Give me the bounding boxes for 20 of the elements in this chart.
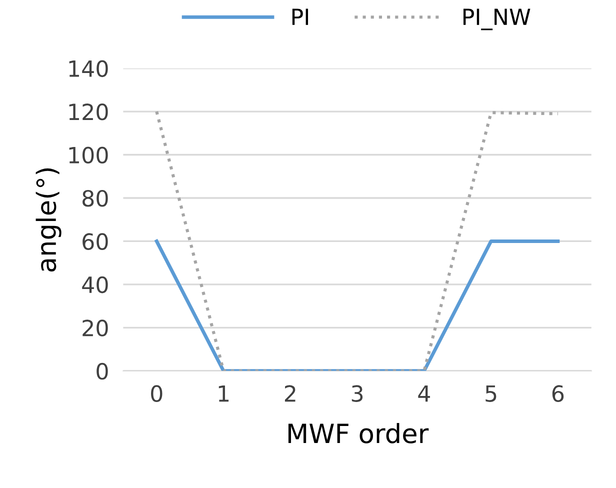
legend-label: PI_NW: [463, 8, 530, 30]
x-tick-label: 0: [151, 385, 162, 402]
x-tick-label: 5: [486, 385, 496, 402]
y-tick-label: 0: [96, 362, 108, 380]
y-tick-label: 100: [69, 146, 108, 164]
y-tick-label: 140: [69, 60, 108, 78]
y-tick-label: 60: [82, 233, 108, 250]
legend-label: PI: [292, 8, 308, 25]
x-tick-label: 6: [552, 385, 564, 402]
x-tick-label: 4: [418, 385, 430, 402]
y-tick-label: 120: [69, 103, 108, 120]
x-axis-title: MWF order: [288, 422, 429, 444]
x-tick-label: 2: [284, 385, 296, 402]
x-tick-label: 1: [218, 385, 229, 402]
y-axis-title: angle(°): [36, 168, 62, 272]
y-tick-label: 20: [82, 320, 108, 336]
y-tick-label: 80: [82, 190, 108, 207]
x-tick-label: 3: [352, 385, 363, 402]
y-tick-label: 40: [82, 276, 108, 294]
line-series: [155, 110, 560, 371]
